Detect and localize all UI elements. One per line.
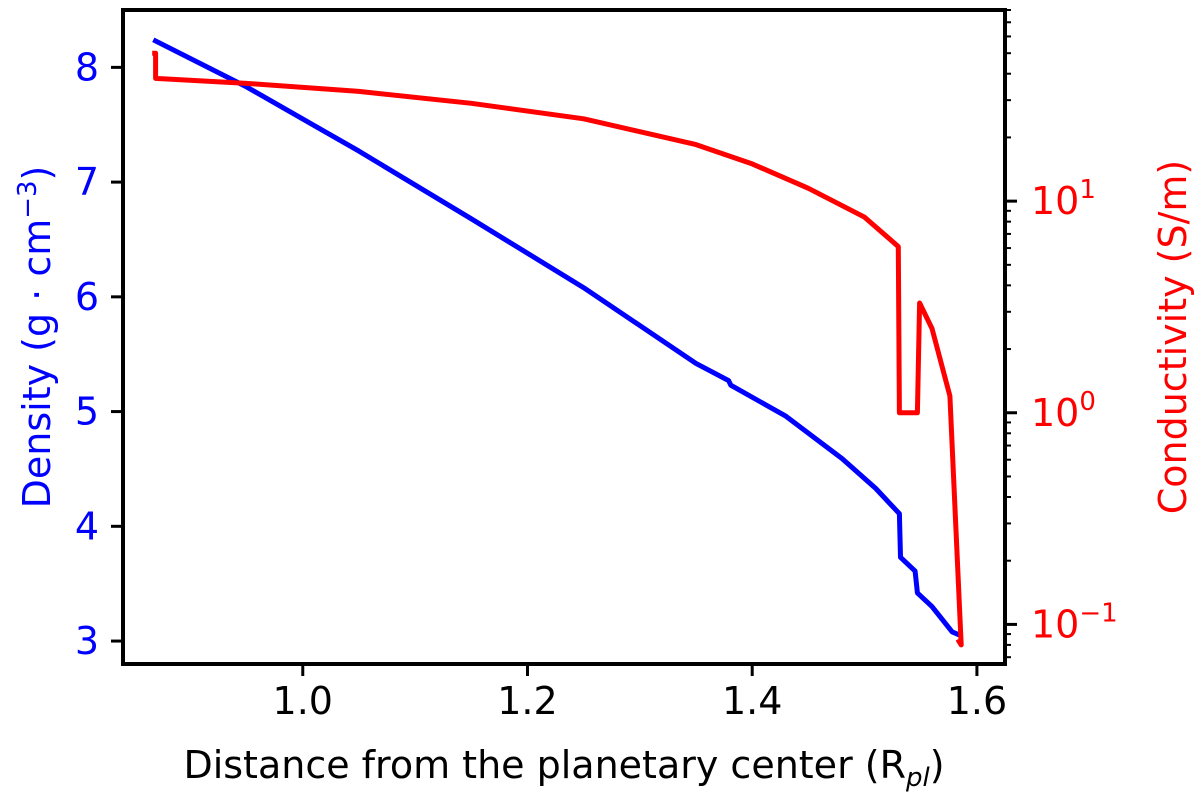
- y-left-axis-title: Density (g · cm−3): [13, 166, 59, 509]
- y-right-minor-ticks: [1005, 9, 1011, 659]
- y-right-axis-ticks: 10−1 100 101: [1005, 175, 1118, 646]
- y-left-tick-label: 7: [75, 160, 99, 204]
- y-left-tick-label: 5: [75, 390, 99, 434]
- x-axis-title: Distance from the planetary center (Rpl): [183, 743, 944, 793]
- y-left-tick-label: 3: [75, 619, 99, 663]
- y-left-axis-ticks: 3 4 5 6 7 8: [75, 45, 123, 663]
- density-series-line: [152, 37, 962, 638]
- x-tick-label: 1.0: [273, 679, 333, 723]
- plot-frame: [121, 8, 1007, 666]
- conductivity-series-line: [152, 50, 964, 648]
- x-tick-label: 1.6: [947, 679, 1007, 723]
- y-left-tick-label: 8: [75, 45, 99, 89]
- y-right-tick-label: 100: [1031, 387, 1096, 435]
- x-tick-label: 1.2: [497, 679, 557, 723]
- y-right-tick-label: 101: [1031, 175, 1096, 223]
- x-tick-label: 1.4: [722, 679, 782, 723]
- y-left-tick-label: 4: [75, 504, 99, 548]
- x-axis-ticks: 1.0 1.2 1.4 1.6: [273, 664, 1007, 723]
- y-right-tick-label: 10−1: [1031, 598, 1118, 646]
- y-left-tick-label: 6: [75, 275, 99, 319]
- series-layer: [152, 37, 964, 648]
- y-right-axis-title: Conductivity (S/m): [1151, 160, 1195, 515]
